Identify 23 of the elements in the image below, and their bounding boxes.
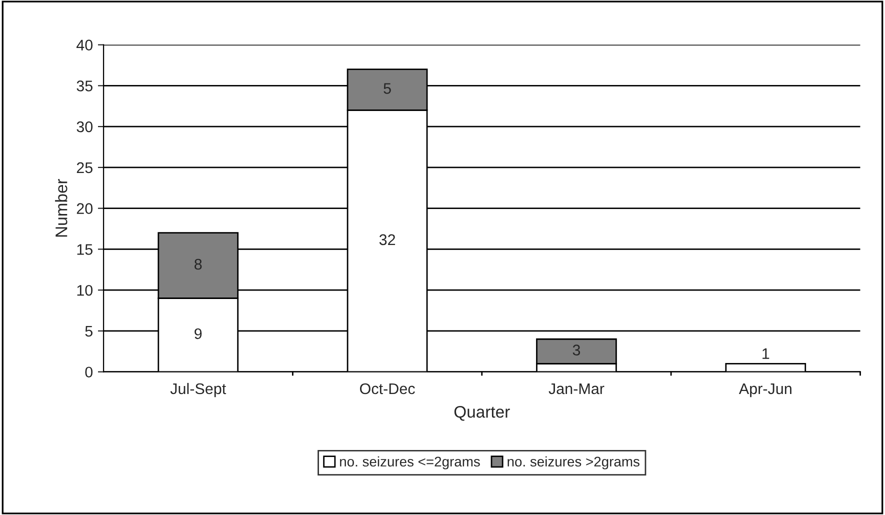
y-tick-label: 10	[77, 284, 93, 296]
y-tick-label: 0	[85, 366, 93, 378]
data-label: 1	[762, 348, 770, 359]
y-tick-label: 5	[85, 326, 92, 337]
y-tick-label: 30	[76, 121, 93, 132]
data-label: 3	[572, 344, 580, 356]
y-axis-title: Number	[55, 178, 68, 237]
x-tick-label: Jul-Sept	[170, 382, 226, 398]
data-label: 8	[194, 258, 202, 270]
y-tick-label: 25	[76, 162, 92, 174]
x-axis-title: Quarter	[454, 406, 510, 421]
x-tick-label: Oct-Dec	[360, 383, 415, 394]
data-label: 5	[384, 83, 391, 94]
y-tick-label: 15	[77, 244, 92, 255]
data-label: 32	[379, 234, 396, 246]
data-label: 9	[194, 328, 202, 340]
y-tick-label: 20	[76, 203, 93, 214]
y-tick-label: 35	[76, 80, 92, 92]
legend-label: no. seizures >2grams	[508, 456, 640, 470]
y-tick-label: 40	[76, 40, 93, 50]
legend-label: no. seizures <=2grams	[340, 456, 480, 470]
x-tick-label: Apr-Jun	[738, 384, 792, 398]
x-tick-label: Jan-Mar	[548, 384, 604, 394]
